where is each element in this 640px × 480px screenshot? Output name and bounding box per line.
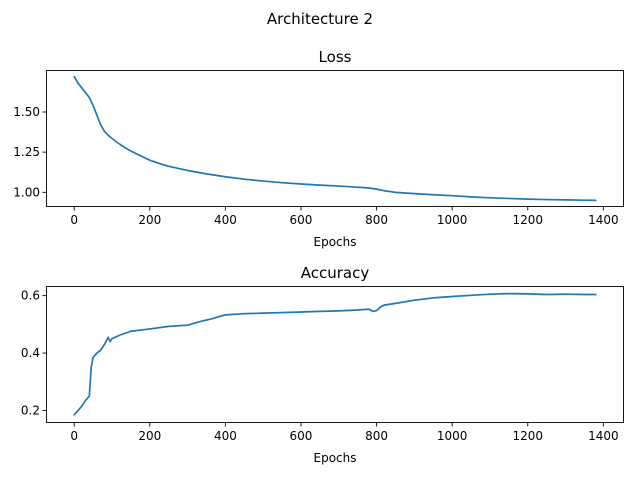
figure-suptitle: Architecture 2 [267, 10, 373, 28]
accuracy-series-line [73, 292, 597, 416]
accuracy-y-ticks: 0.2 0.4 0.6 [21, 289, 47, 418]
loss-x-axis-label: Epochs [314, 235, 357, 249]
loss-x-ticks: 0 200 400 600 800 1000 1200 1400 [70, 206, 619, 227]
loss-y-tick-label: 1.00 [13, 185, 40, 199]
loss-x-tick-label: 1400 [588, 213, 619, 227]
accuracy-x-tick-label: 1200 [512, 429, 543, 443]
loss-x-tick-label: 800 [365, 213, 388, 227]
loss-x-tick-label: 1200 [512, 213, 543, 227]
loss-plot-frame [46, 70, 624, 207]
loss-x-tick-label: 0 [70, 213, 78, 227]
accuracy-x-tick-label: 800 [365, 429, 388, 443]
accuracy-y-tick-label: 0.4 [21, 346, 40, 360]
loss-subplot: Loss 0 200 400 600 800 1000 1200 1400 1.001.251… [13, 48, 624, 249]
accuracy-x-tick-label: 1400 [588, 429, 619, 443]
accuracy-y-tick-label: 0.6 [21, 289, 40, 303]
loss-title: Loss [319, 48, 352, 66]
accuracy-x-tick-label: 200 [138, 429, 161, 443]
accuracy-subplot: Accuracy 0 200 400 600 800 1000 1200 1400 0.20.… [21, 264, 624, 465]
accuracy-x-ticks: 0 200 400 600 800 1000 1200 1400 [70, 422, 619, 443]
accuracy-x-tick-label: 600 [290, 429, 313, 443]
loss-y-ticks: 1.00 1.25 1.50 [13, 105, 47, 199]
accuracy-x-tick-label: 0 [70, 429, 78, 443]
accuracy-plot-frame [46, 286, 624, 423]
accuracy-title: Accuracy [301, 264, 370, 282]
loss-x-tick-label: 600 [290, 213, 313, 227]
loss-x-tick-label: 200 [138, 213, 161, 227]
loss-x-tick-label: 400 [214, 213, 237, 227]
loss-x-tick-label: 1000 [437, 213, 468, 227]
loss-series-line [73, 75, 597, 202]
accuracy-y-tick-label: 0.2 [21, 404, 40, 418]
accuracy-x-axis-label: Epochs [314, 451, 357, 465]
loss-y-tick-label: 1.50 [13, 105, 40, 119]
accuracy-x-tick-label: 1000 [437, 429, 468, 443]
loss-y-tick-label: 1.25 [13, 145, 40, 159]
accuracy-marks [73, 292, 597, 416]
accuracy-x-tick-label: 400 [214, 429, 237, 443]
loss-marks [73, 75, 597, 202]
